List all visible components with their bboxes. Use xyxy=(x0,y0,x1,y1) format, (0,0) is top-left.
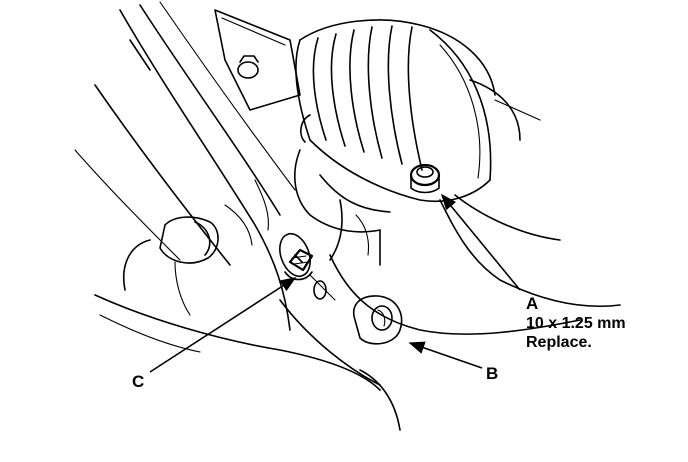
label-b: B xyxy=(486,364,499,383)
lower-arm xyxy=(94,254,581,431)
stud-c xyxy=(279,232,314,281)
label-a-size: 10 x 1.25 mm xyxy=(526,315,626,332)
rack-boot xyxy=(295,19,496,203)
frame-member xyxy=(74,1,296,331)
left-bushing xyxy=(123,216,219,316)
bolt-a xyxy=(409,163,441,194)
leader-a xyxy=(440,193,521,291)
label-a: A xyxy=(526,294,539,313)
leader-c xyxy=(149,277,297,373)
background-lines xyxy=(224,79,621,308)
leader-b xyxy=(408,341,483,369)
label-a-note: Replace. xyxy=(526,334,592,351)
bracket-plate xyxy=(214,9,301,111)
label-c: C xyxy=(132,372,145,391)
bolt-b xyxy=(353,295,403,345)
gear-housing xyxy=(294,149,561,281)
